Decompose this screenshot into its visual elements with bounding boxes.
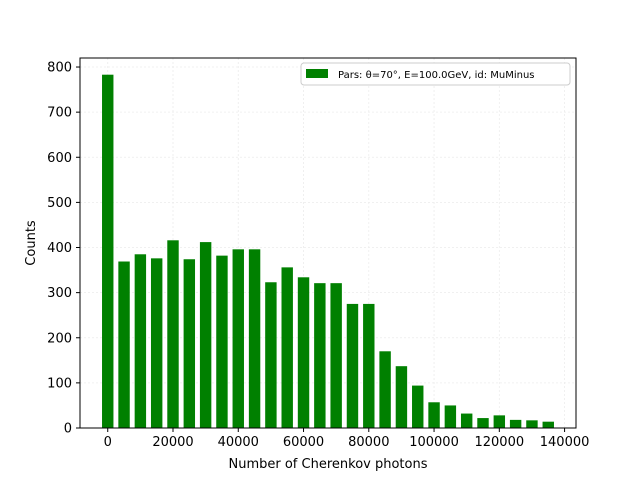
x-tick-label: 100000 <box>409 435 459 450</box>
x-tick-label: 140000 <box>540 435 590 450</box>
x-tick-label: 120000 <box>474 435 524 450</box>
histogram-bar <box>248 249 261 428</box>
histogram-bar <box>150 258 163 428</box>
histogram-bar <box>330 283 342 428</box>
histogram-bar <box>346 303 359 428</box>
y-tick-label: 0 <box>64 422 72 437</box>
bar-series <box>102 74 554 428</box>
histogram-bar <box>460 413 473 428</box>
y-tick-label: 400 <box>47 241 72 256</box>
y-axis-ticks: 0 100 200 300 400 500 600 700 800 <box>47 61 80 437</box>
y-tick-label: 300 <box>47 286 72 301</box>
histogram-bar <box>281 267 293 428</box>
histogram-bar <box>444 405 457 428</box>
y-axis-label: Counts <box>24 220 39 266</box>
histogram-bar <box>395 366 408 428</box>
histogram-bar <box>183 259 196 428</box>
legend-swatch <box>306 69 328 78</box>
histogram-bar <box>102 74 114 428</box>
y-tick-label: 600 <box>47 151 72 166</box>
x-tick-label: 0 <box>104 435 112 450</box>
histogram-bar <box>167 240 179 428</box>
histogram-bar <box>363 303 375 428</box>
x-tick-label: 80000 <box>348 435 389 450</box>
histogram-bar <box>526 420 538 428</box>
histogram-bar <box>314 283 326 428</box>
legend-entry: Pars: θ=70°, E=100.0GeV, id: MuMinus <box>338 70 535 81</box>
x-tick-label: 40000 <box>218 435 259 450</box>
y-tick-label: 500 <box>47 196 72 211</box>
histogram-bar <box>199 242 212 428</box>
histogram-bar <box>493 415 506 428</box>
histogram-bar <box>118 261 130 428</box>
histogram-bar <box>265 282 277 428</box>
plot-frame <box>79 57 577 429</box>
legend: Pars: θ=70°, E=100.0GeV, id: MuMinus <box>300 62 571 86</box>
histogram-bar <box>477 418 489 428</box>
y-tick-label: 100 <box>47 376 72 391</box>
x-axis-ticks: 0 20000 40000 60000 80000 100000 120000 140000 <box>104 428 590 450</box>
legend-box <box>300 62 571 86</box>
histogram-bar <box>216 255 228 428</box>
histogram-bar <box>542 421 554 428</box>
y-tick-label: 700 <box>47 106 72 121</box>
y-tick-label: 200 <box>47 331 72 346</box>
histogram-bar <box>379 351 391 428</box>
histogram-bar <box>297 277 310 428</box>
histogram-bar <box>134 254 147 428</box>
histogram-bar <box>232 249 244 428</box>
x-tick-label: 60000 <box>283 435 324 450</box>
histogram-bar <box>412 385 424 428</box>
histogram-bar <box>509 419 522 428</box>
x-tick-label: 20000 <box>152 435 193 450</box>
histogram-bar <box>428 402 440 428</box>
x-axis-label: Number of Cherenkov photons <box>229 457 428 472</box>
y-tick-label: 800 <box>47 61 72 76</box>
